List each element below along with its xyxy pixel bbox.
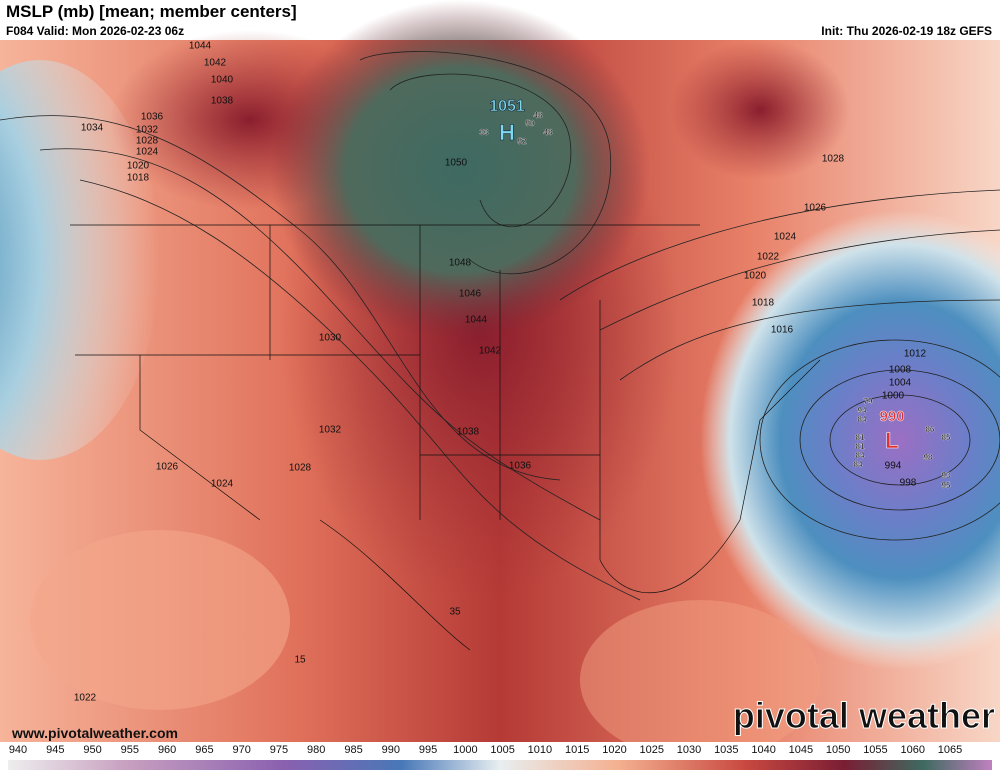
contour-label: 1036	[141, 112, 164, 123]
member-center: 48	[544, 128, 553, 137]
contour-label: 1028	[822, 154, 845, 165]
low-letter: L	[885, 428, 898, 453]
colorbar-tick: 1060	[900, 744, 924, 756]
colorbar	[8, 760, 992, 770]
contour-label: 1042	[204, 58, 227, 69]
colorbar-tick: 970	[233, 744, 251, 756]
member-center: 84	[858, 415, 867, 424]
contour-label: 1018	[752, 298, 775, 309]
colorbar-tick: 955	[121, 744, 139, 756]
high-letter: H	[499, 120, 515, 145]
contour-label: 1024	[136, 147, 159, 158]
contour-label: 15	[294, 655, 306, 666]
colorbar-tick: 1040	[751, 744, 775, 756]
contour-label: 1022	[74, 693, 97, 704]
contour-label: 1004	[889, 378, 912, 389]
colorbar-tick: 1010	[528, 744, 552, 756]
site-url: www.pivotalweather.com	[11, 725, 178, 741]
colorbar-tick: 965	[195, 744, 213, 756]
valid-time: F084 Valid: Mon 2026-02-23 06z	[6, 24, 185, 38]
contour-label: 1020	[744, 271, 767, 282]
contour-label: 35	[449, 607, 461, 618]
contour-label: 1040	[211, 75, 234, 86]
member-center: 52	[518, 137, 527, 146]
colorbar-tick: 1045	[789, 744, 813, 756]
contour-label: 1032	[319, 425, 342, 436]
member-center: 79	[864, 397, 873, 406]
contour-label: 1048	[449, 258, 472, 269]
member-center: 85	[942, 433, 951, 442]
borders	[70, 224, 821, 651]
contour-label: 1028	[289, 463, 312, 474]
member-center: 81	[856, 433, 865, 442]
high-value: 1051	[489, 98, 525, 115]
contour-label: 1024	[211, 479, 234, 490]
contour-label: 1050	[445, 158, 468, 169]
member-center: 93	[942, 471, 951, 480]
contour-label: 1018	[127, 173, 150, 184]
contour-label: 1038	[457, 427, 480, 438]
colorbar-tick: 1000	[453, 744, 477, 756]
colorbar-tick: 950	[83, 744, 101, 756]
contour-label: 1042	[479, 346, 502, 357]
contour-label: 1036	[509, 461, 532, 472]
low-value: 990	[879, 408, 904, 425]
colorbar-tick: 1015	[565, 744, 589, 756]
colorbar-tick: 1020	[602, 744, 626, 756]
member-center: 84	[854, 460, 863, 469]
colorbar-tick: 940	[9, 744, 27, 756]
contour-label: 1012	[904, 349, 927, 360]
init-time: Init: Thu 2026-02-19 18z GEFS	[821, 24, 992, 38]
colorbar-tick: 945	[46, 744, 64, 756]
contour-label: 1016	[771, 325, 794, 336]
contour-label: 1008	[889, 365, 912, 376]
contour-label: 1000	[882, 391, 905, 402]
contour-label: 1044	[465, 315, 488, 326]
contour-label: 1038	[211, 96, 234, 107]
contour-label: 1028	[136, 136, 159, 147]
watermark: pivotal weather	[733, 695, 995, 736]
contour-label: 1024	[774, 232, 797, 243]
colorbar-tick: 975	[270, 744, 288, 756]
member-center: 98	[924, 453, 933, 462]
contour-label: 1026	[156, 462, 179, 473]
contour-label: 1020	[127, 161, 150, 172]
colorbar-tick: 1055	[863, 744, 887, 756]
member-center: 84	[856, 451, 865, 460]
colorbar-tick: 1050	[826, 744, 850, 756]
colorbar-tick: 1005	[490, 744, 514, 756]
member-center: 95	[942, 481, 951, 490]
colorbar-tick: 1065	[938, 744, 962, 756]
member-center: 33	[480, 128, 489, 137]
colorbar-tick: 985	[344, 744, 362, 756]
member-center: 48	[534, 111, 543, 120]
contour-label: 1030	[319, 333, 342, 344]
contour-label: 1046	[459, 289, 482, 300]
member-center: 50	[526, 119, 535, 128]
colorbar-tick: 980	[307, 744, 325, 756]
contour-label: 1034	[81, 123, 104, 134]
member-center: 81	[856, 442, 865, 451]
colorbar-tick: 1030	[677, 744, 701, 756]
member-center: 94	[858, 406, 867, 415]
contour-label: 994	[885, 461, 902, 472]
map-title: MSLP (mb) [mean; member centers]	[6, 2, 297, 21]
contour-label: 998	[900, 478, 917, 489]
colorbar-tick: 995	[419, 744, 437, 756]
colorbar-tick: 960	[158, 744, 176, 756]
contour-label: 1044	[189, 41, 212, 52]
member-center: 86	[926, 425, 935, 434]
contour-label: 1022	[757, 252, 780, 263]
colorbar-tick: 1035	[714, 744, 738, 756]
colorbar-tick: 1025	[640, 744, 664, 756]
contour-label: 1026	[804, 203, 827, 214]
contour-label: 1032	[136, 125, 159, 136]
colorbar-tick: 990	[382, 744, 400, 756]
